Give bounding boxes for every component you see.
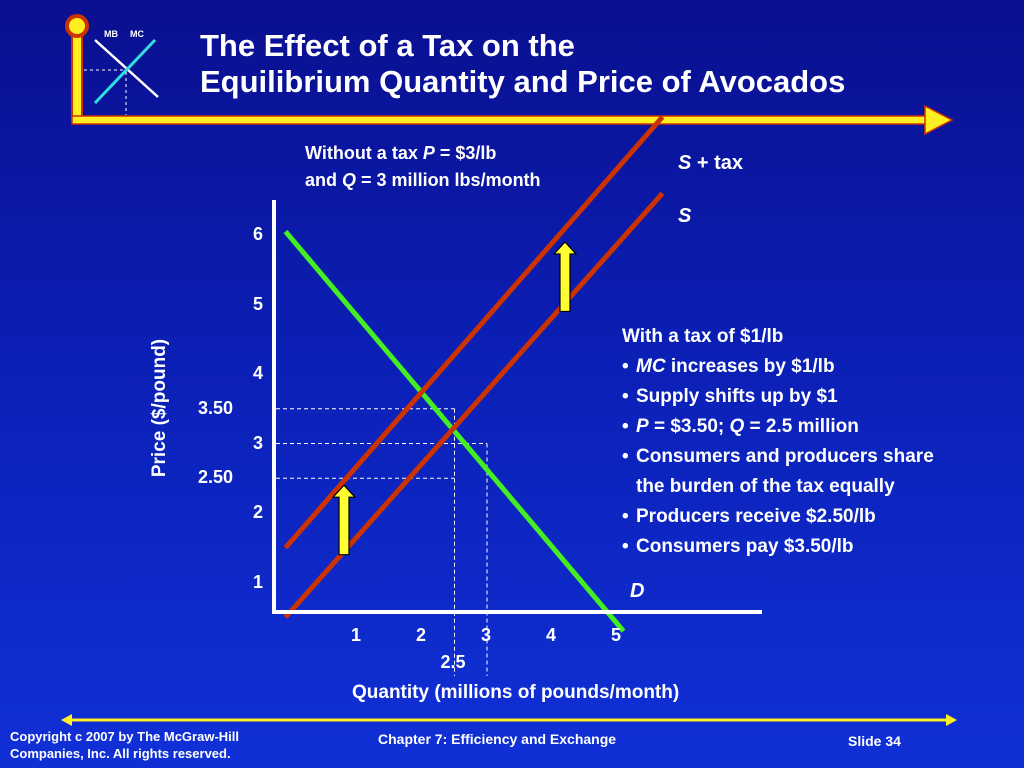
y-tick-label: 2 (253, 502, 264, 522)
x-tick-label: 2 (416, 625, 427, 645)
demand-label: D (630, 580, 645, 602)
supply-label: S (678, 205, 692, 227)
bullet-text: Consumers pay $3.50/lb (636, 536, 854, 557)
y-tick-label-extra: 2.50 (198, 467, 234, 488)
title-rule (71, 104, 954, 136)
curve-demand (283, 229, 626, 633)
bullet-text: Producers receive $2.50/lb (636, 506, 876, 527)
mc-label: MC (130, 29, 144, 39)
x-tick-label: 1 (351, 625, 362, 645)
logo-knob-icon (65, 14, 89, 38)
bullet-text: = 2.5 million (744, 416, 859, 437)
mb-mc-logo: MB MC (65, 14, 159, 121)
bullet-text: increases by $1/lb (665, 356, 835, 377)
footer-rule (61, 714, 957, 726)
y-tick-label: 1 (253, 571, 264, 592)
guide-lines (276, 408, 488, 676)
y-tick-label: 6 (253, 224, 264, 244)
mc-line (93, 38, 157, 105)
x-tick-label: 5 (611, 625, 622, 645)
title-line-2: Equilibrium Quantity and Price of Avocad… (200, 64, 846, 99)
footer-rule-right-arrow-icon (946, 714, 957, 726)
y-tick-label: 5 (253, 293, 264, 314)
x-tick-label-extra: 2.5 (440, 652, 466, 672)
title-rule-arrowhead-icon (924, 104, 954, 136)
note-text: = 3 million lbs/month (356, 170, 541, 190)
bullet-var: Q (729, 416, 745, 437)
y-axis-title-text: Price ($/pound) (149, 338, 170, 478)
y-tick-label: 3 (253, 432, 264, 453)
x-tick-label: 4 (546, 625, 557, 645)
tax-effects-heading: With a tax of $1/lb (622, 326, 784, 347)
slide-number: Slide 34 (848, 733, 901, 749)
y-tick-label: 4 (253, 363, 264, 383)
list-item: Supply shifts up by $1 (622, 382, 1012, 412)
footer-rule-left-arrow-icon (61, 714, 72, 726)
list-item: Consumers and producers share the burden … (622, 442, 1012, 502)
bullet-text: Consumers and producers share (636, 446, 934, 467)
chapter-label: Chapter 7: Efficiency and Exchange (378, 731, 617, 747)
list-item: MC increases by $1/lb (622, 352, 1012, 382)
bullet-text: = $3.50; (648, 416, 730, 437)
y-tick-label-extra: 3.50 (198, 397, 234, 418)
shift-arrows (331, 241, 578, 556)
curve-supply-plus-tax (283, 115, 665, 550)
page-title: The Effect of a Tax on the Equilibrium Q… (200, 28, 960, 100)
copyright-line-1: Copyright c 2007 by The McGraw-Hill (10, 729, 239, 744)
copyright: Copyright c 2007 by The McGraw-Hill Comp… (10, 728, 239, 762)
x-tick-label: 3 (481, 625, 492, 645)
list-item: P = $3.50; Q = 2.5 million (622, 412, 1012, 442)
note-text: = $3/lb (434, 143, 497, 163)
bullet-text: Supply shifts up by $1 (636, 386, 838, 407)
note-text: and (305, 170, 343, 190)
list-item: Consumers pay $3.50/lb (622, 532, 1012, 562)
no-tax-note-line-1: Without a tax P = $3/lb (305, 140, 541, 167)
s-plus-tax-rest: + tax (691, 152, 744, 174)
no-tax-note: Without a tax P = $3/lb and Q = 3 millio… (305, 140, 541, 194)
mb-label: MB (104, 29, 118, 39)
tax-effects-items: MC increases by $1/lb Supply shifts up b… (622, 352, 1012, 562)
tax-effects-list: With a tax of $1/lb MC increases by $1/l… (622, 322, 1012, 562)
s-plus-tax-label: S + tax (678, 152, 743, 175)
copyright-line-2: Companies, Inc. All rights reserved. (10, 746, 231, 761)
list-item: Producers receive $2.50/lb (622, 502, 1012, 532)
bullet-text: the burden of the tax equally (636, 476, 895, 497)
shift-up-arrow-icon (331, 484, 357, 556)
s-plus-tax-var: S (678, 152, 692, 174)
bullet-var: P (636, 416, 649, 437)
shift-up-arrow-icon (552, 241, 578, 313)
x-axis-title: Quantity (millions of pounds/month) (352, 682, 680, 703)
note-var-q: Q (342, 170, 357, 190)
note-var-p: P (422, 143, 435, 163)
no-tax-note-line-2: and Q = 3 million lbs/month (305, 167, 541, 194)
note-text: Without a tax (305, 143, 423, 163)
title-line-1: The Effect of a Tax on the (200, 28, 575, 63)
bullet-var: MC (636, 356, 666, 377)
